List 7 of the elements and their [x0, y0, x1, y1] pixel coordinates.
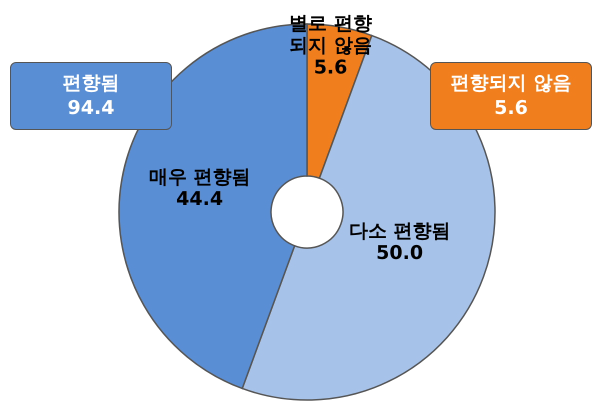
slice-label: 다소 편향됨 [348, 220, 450, 242]
data-label: 44.4 [176, 188, 224, 210]
text: 편향되지 않음 5.6 [450, 71, 572, 121]
text: 편향됨 94.4 [62, 71, 120, 121]
slice-label: 매우 편향됨 [148, 166, 250, 188]
data-label: 5.6 [314, 56, 348, 79]
data-label: 50.0 [376, 242, 424, 264]
